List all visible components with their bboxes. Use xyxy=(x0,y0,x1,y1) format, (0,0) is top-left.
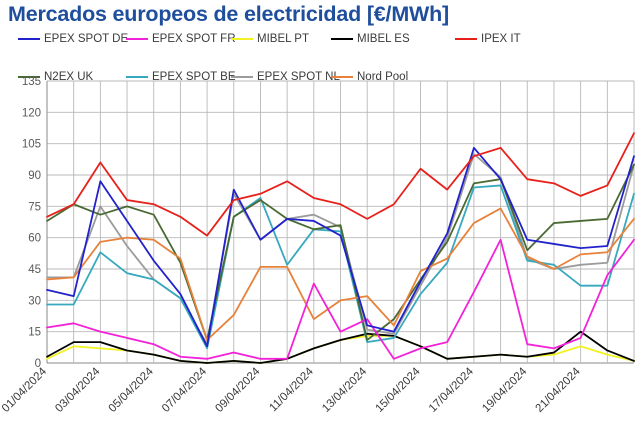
series-line-epex-spot-fr xyxy=(46,238,635,360)
page-title: Mercados europeos de electricidad [€/MWh… xyxy=(8,2,450,26)
legend-swatch-icon xyxy=(331,38,353,40)
x-tick-label: 07/04/2024 xyxy=(160,365,210,415)
legend-row-2: N2EX UK EPEX SPOT BE EPEX SPOT NL Nord Pool xyxy=(18,50,630,83)
x-axis-labels: 01/04/2024 03/04/2024 05/04/2024 07/04/2024… xyxy=(0,365,583,415)
x-tick-label: 03/04/2024 xyxy=(53,365,103,415)
y-tick-label: 30 xyxy=(28,295,41,307)
legend-label: MIBEL PT xyxy=(257,33,309,45)
series-line-mibel-es xyxy=(46,330,635,364)
legend-item-epex-spot-de[interactable]: EPEX SPOT DE xyxy=(18,33,128,45)
y-tick-label: 135 xyxy=(22,76,41,88)
legend-item-epex-spot-nl[interactable]: EPEX SPOT NL xyxy=(231,71,340,83)
y-tick-label: 120 xyxy=(22,107,41,119)
legend-swatch-icon xyxy=(18,76,40,78)
legend-label: IPEX IT xyxy=(481,33,521,45)
legend-swatch-icon xyxy=(18,38,40,40)
series-line-epex-spot-be xyxy=(46,184,635,350)
y-tick-label: 45 xyxy=(28,264,41,276)
legend-label: EPEX SPOT DE xyxy=(44,33,129,45)
y-tick-label: 90 xyxy=(28,170,41,182)
x-tick-label: 17/04/2024 xyxy=(427,365,477,415)
y-tick-label: 60 xyxy=(28,233,41,245)
series-line-epex-spot-de xyxy=(46,146,635,348)
y-tick-label: 75 xyxy=(28,201,41,213)
legend-label: Nord Pool xyxy=(357,71,409,83)
legend-item-ipex-it[interactable]: IPEX IT xyxy=(455,33,521,45)
chart-legend: EPEX SPOT DE EPEX SPOT FR MIBEL PT MIBEL ES… xyxy=(18,33,630,83)
legend-item-nord-pool[interactable]: Nord Pool xyxy=(331,71,408,83)
legend-label: EPEX SPOT NL xyxy=(257,71,340,83)
legend-item-mibel-pt[interactable]: MIBEL PT xyxy=(231,33,309,45)
series-line-ipex-it xyxy=(46,132,635,237)
x-tick-label: 21/04/2024 xyxy=(534,365,584,415)
legend-swatch-icon xyxy=(126,38,148,40)
legend-swatch-icon xyxy=(331,76,353,78)
series-line-nord-pool xyxy=(46,207,635,341)
x-tick-label: 01/04/2024 xyxy=(0,365,50,415)
x-tick-label: 15/04/2024 xyxy=(373,365,423,415)
y-tick-label: 0 xyxy=(35,358,41,370)
legend-label: MIBEL ES xyxy=(357,33,410,45)
legend-item-epex-spot-be[interactable]: EPEX SPOT BE xyxy=(126,71,236,83)
x-tick-label: 19/04/2024 xyxy=(480,365,530,415)
legend-swatch-icon xyxy=(126,76,148,78)
legend-swatch-icon xyxy=(455,38,477,40)
x-tick-label: 05/04/2024 xyxy=(107,365,157,415)
x-tick-label: 09/04/2024 xyxy=(213,365,263,415)
legend-item-n2ex-uk[interactable]: N2EX UK xyxy=(18,71,93,83)
legend-label: N2EX UK xyxy=(44,71,94,83)
legend-label: EPEX SPOT BE xyxy=(152,71,236,83)
legend-swatch-icon xyxy=(231,38,253,40)
legend-label: EPEX SPOT FR xyxy=(152,33,236,45)
y-tick-label: 15 xyxy=(28,327,41,339)
series-layer xyxy=(46,132,635,364)
x-tick-label: 13/04/2024 xyxy=(320,365,370,415)
legend-swatch-icon xyxy=(231,76,253,78)
x-tick-label: 11/04/2024 xyxy=(267,365,316,414)
legend-item-epex-spot-fr[interactable]: EPEX SPOT FR xyxy=(126,33,236,45)
y-axis-labels: 0 15 30 45 60 75 90 105 120 135 xyxy=(22,76,41,370)
y-tick-label: 105 xyxy=(22,139,41,151)
legend-item-mibel-es[interactable]: MIBEL ES xyxy=(331,33,410,45)
grid-layer xyxy=(46,80,635,364)
legend-row-1: EPEX SPOT DE EPEX SPOT FR MIBEL PT MIBEL ES… xyxy=(18,33,630,50)
